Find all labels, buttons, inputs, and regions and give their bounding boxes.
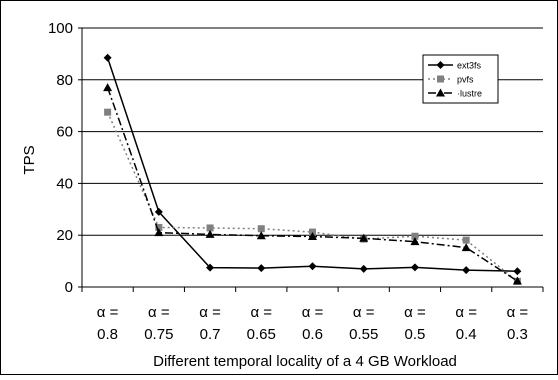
y-tick-label: 0: [65, 279, 73, 296]
data-point: [512, 276, 522, 285]
data-point: [462, 266, 471, 275]
legend-marker: [436, 88, 445, 97]
data-point: [103, 53, 112, 62]
data-point: [154, 228, 164, 237]
y-axis-label: TPS: [21, 145, 38, 174]
y-tick-label: 60: [56, 124, 73, 141]
data-point: [308, 231, 317, 240]
x-tick-label: α = 0.4: [455, 304, 477, 343]
data-point: [154, 207, 163, 216]
data-point: [256, 231, 266, 240]
data-point: [359, 264, 368, 273]
x-axis-label: Different temporal locality of a 4 GB Wo…: [153, 353, 457, 370]
legend-label: ·lustre: [457, 89, 482, 99]
x-tick-label: α = 0.8: [97, 304, 119, 343]
legend: ext3fs pvfs ·lustre: [422, 54, 499, 104]
y-tick-label: 100: [48, 20, 73, 37]
y-tick-label: 40: [56, 175, 73, 192]
data-point: [155, 223, 163, 231]
legend-label: ext3fs: [457, 61, 482, 71]
data-point: [461, 243, 471, 252]
data-point: [513, 267, 522, 276]
data-point: [103, 83, 113, 92]
data-point: [411, 232, 419, 240]
legend-item: ·lustre: [428, 88, 482, 99]
data-point: [462, 236, 470, 244]
data-point: [410, 263, 419, 272]
data-point: [205, 229, 215, 238]
legend-marker: [437, 75, 444, 83]
x-tick-label: α = 0.75: [144, 304, 173, 343]
legend-item: pvfs: [428, 75, 474, 85]
y-tick-label: 80: [56, 72, 73, 89]
legend-box: [422, 54, 499, 104]
legend-marker: [436, 61, 445, 69]
data-point: [257, 264, 266, 273]
legend-item: ext3fs: [428, 61, 482, 71]
series: [103, 53, 522, 285]
data-point: [206, 263, 215, 272]
x-tick-label: α = 0.3: [507, 304, 529, 343]
data-point: [257, 225, 265, 233]
series-0: [103, 53, 522, 276]
axes: 0 20 40 60 80 100 α = 0.8 α = 0.75 α = 0.7 α = 0.65 α …: [48, 20, 544, 343]
x-tick-label: α = 0.6: [302, 304, 324, 343]
series-2: [103, 83, 522, 285]
x-tick-label: α = 0.55: [349, 304, 378, 343]
legend-label: pvfs: [457, 75, 474, 85]
data-point: [308, 262, 317, 271]
data-point: [206, 224, 214, 232]
x-tick-label: α = 0.5: [404, 304, 426, 343]
data-point: [104, 108, 112, 116]
x-tick-label: α = 0.65: [247, 304, 276, 343]
data-point: [359, 233, 369, 242]
y-tick-label: 20: [56, 227, 73, 244]
x-tick-label: α = 0.7: [199, 304, 221, 343]
data-point: [410, 237, 420, 246]
